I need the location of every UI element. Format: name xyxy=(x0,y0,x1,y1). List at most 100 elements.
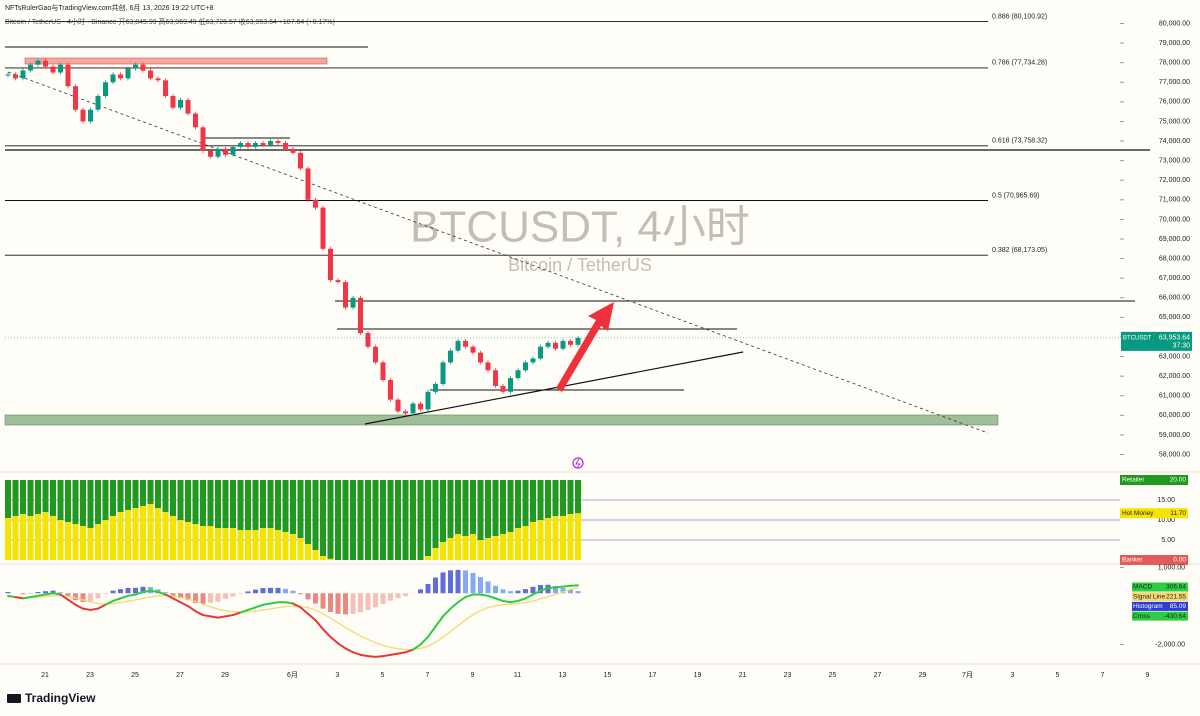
candle xyxy=(125,68,131,79)
y-tick-label: -2,000.00 xyxy=(1155,641,1185,648)
macd-segment xyxy=(382,653,392,658)
candle xyxy=(28,64,33,71)
histogram-bar xyxy=(575,591,581,594)
bar xyxy=(192,524,199,560)
bar xyxy=(537,520,544,560)
candle xyxy=(470,346,476,353)
histogram-bar xyxy=(215,593,221,602)
x-tick-label: 6月 xyxy=(287,671,298,679)
bar xyxy=(230,480,236,560)
y-tick-label: 5.00 xyxy=(1161,537,1175,544)
candle xyxy=(403,411,408,414)
macd-segment xyxy=(67,598,77,606)
fib-label: 0.5 (70,965.69) xyxy=(992,192,1039,199)
histogram-bar xyxy=(268,587,273,594)
histogram-bar xyxy=(178,593,183,599)
macd-segment xyxy=(209,615,219,619)
histogram-bar xyxy=(193,593,198,603)
legend-value: 20.00 xyxy=(1170,477,1187,484)
alert-icon xyxy=(572,457,584,469)
histogram-bar xyxy=(58,592,63,594)
histogram-bar xyxy=(230,593,236,597)
histogram-bar xyxy=(133,587,138,594)
histogram-bar xyxy=(118,589,123,594)
candle xyxy=(133,64,138,69)
bar xyxy=(567,514,574,560)
brand: TradingView xyxy=(25,691,96,705)
candle xyxy=(50,66,56,73)
bar xyxy=(305,480,311,560)
bar xyxy=(357,480,364,560)
macd-segment xyxy=(404,648,414,654)
legend-value: 0.00 xyxy=(1173,557,1186,564)
y-tick-label: 74,000.00 xyxy=(1159,138,1190,145)
candle xyxy=(388,380,393,400)
histogram-bar xyxy=(358,593,363,613)
bar xyxy=(530,522,536,560)
macd-segment xyxy=(554,585,564,589)
bar xyxy=(455,480,461,560)
histogram-bar xyxy=(35,591,41,594)
histogram-bar xyxy=(485,581,491,594)
bar xyxy=(72,480,79,560)
y-tick-label: 75,000.00 xyxy=(1159,118,1190,125)
bar xyxy=(447,480,454,560)
histogram-bar xyxy=(125,587,131,594)
candle xyxy=(103,82,108,96)
bar xyxy=(575,513,581,560)
bar xyxy=(42,512,49,560)
macd-segment xyxy=(7,594,17,599)
badge-bg xyxy=(1132,582,1188,592)
bar xyxy=(102,520,109,560)
candle xyxy=(208,150,213,157)
x-tick-label: 21 xyxy=(41,672,49,679)
histogram-bar xyxy=(553,586,558,594)
histogram-bar xyxy=(493,585,498,594)
legend-value: 11.70 xyxy=(1170,510,1186,517)
x-tick-label: 29 xyxy=(919,672,927,679)
macd-segment xyxy=(247,606,257,611)
histogram-bar xyxy=(283,588,288,594)
macd-segment xyxy=(127,593,137,597)
candle xyxy=(275,141,281,144)
x-tick-label: 7月 xyxy=(962,671,973,679)
bar xyxy=(462,536,469,560)
x-tick-label: 11 xyxy=(514,672,521,679)
histogram-bar xyxy=(388,593,393,601)
bar xyxy=(380,480,386,560)
candle xyxy=(350,297,356,308)
countdown: 37:30 xyxy=(1172,343,1190,350)
histogram-bar xyxy=(223,593,228,599)
watermark-subtitle: Bitcoin / TetherUS xyxy=(508,255,652,275)
legend-name: Histogram xyxy=(1133,603,1163,610)
candle xyxy=(73,86,78,110)
histogram-bar xyxy=(560,587,566,594)
last-price-badge xyxy=(1121,331,1192,351)
macd-segment xyxy=(262,602,272,606)
bar xyxy=(162,512,169,560)
bar xyxy=(350,480,356,560)
logo: TradingView xyxy=(7,691,96,705)
x-tick-label: 5 xyxy=(1056,672,1060,679)
bar xyxy=(327,480,334,560)
candle xyxy=(65,64,71,87)
bar xyxy=(500,480,506,560)
histogram-bar xyxy=(238,593,243,594)
bar xyxy=(470,534,476,560)
y-tick-label: 59,000.00 xyxy=(1159,432,1190,439)
histogram-bar xyxy=(200,593,206,605)
histogram-bar xyxy=(425,584,431,594)
bar xyxy=(440,542,446,560)
bar xyxy=(312,550,319,560)
signal-line xyxy=(8,586,579,651)
fib-label: 0.618 (73,758.32) xyxy=(992,138,1047,145)
candle xyxy=(283,143,288,149)
candle xyxy=(320,207,326,249)
candle xyxy=(365,333,371,347)
candle xyxy=(440,362,446,384)
histogram-bar xyxy=(305,593,311,600)
macd-segment xyxy=(59,593,69,601)
histogram-bar xyxy=(313,593,318,604)
candle xyxy=(35,60,41,65)
macd-segment xyxy=(307,612,317,622)
